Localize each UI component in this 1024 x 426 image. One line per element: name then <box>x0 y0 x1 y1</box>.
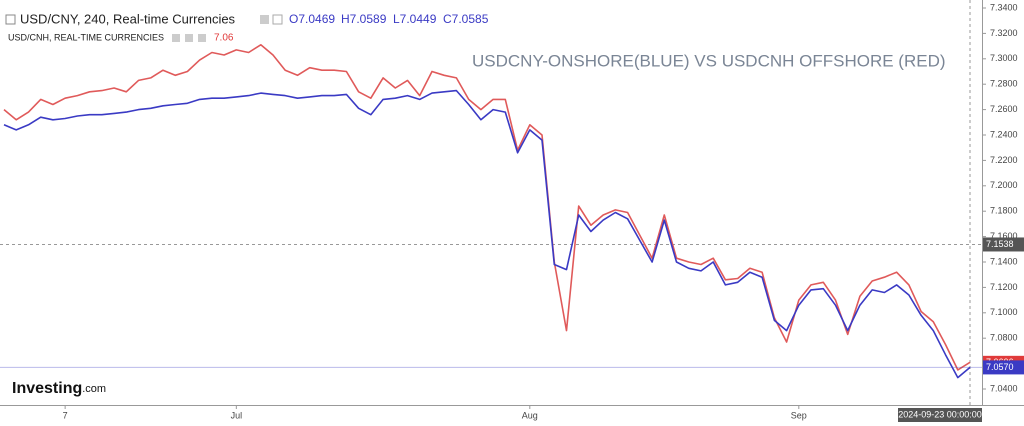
main-symbol: USD/CNY, 240, Real-time Currencies <box>20 11 236 26</box>
x-tick-label: Jul <box>231 410 243 420</box>
annotation: USDCNY-ONSHORE(BLUE) VS USDCNH OFFSHORE … <box>472 51 946 70</box>
price-tag-label: 7.0570 <box>986 362 1014 372</box>
ohlc-high: H7.0589 <box>341 12 387 26</box>
compare-value: 7.06 <box>214 33 234 44</box>
icon[interactable] <box>172 34 180 42</box>
y-tick-label: 7.1400 <box>990 256 1018 266</box>
logo: Investing.com <box>12 380 106 397</box>
y-tick-label: 7.2600 <box>990 104 1018 114</box>
series-line <box>3 44 971 371</box>
crosshair-tag-label: 7.1538 <box>986 239 1014 249</box>
icon[interactable] <box>260 15 269 24</box>
icon[interactable] <box>272 14 283 25</box>
compare-symbol: USD/CNH, REAL-TIME CURRENCIES <box>8 32 164 42</box>
header-icons[interactable] <box>260 14 283 25</box>
ohlc-low: L7.0449 <box>393 12 437 26</box>
icon[interactable] <box>198 34 206 42</box>
series-line <box>3 89 971 379</box>
y-tick-label: 7.3400 <box>990 2 1018 12</box>
y-tick-label: 7.0400 <box>990 383 1018 393</box>
x-tick-label: Sep <box>791 410 807 420</box>
y-tick-label: 7.2200 <box>990 155 1018 165</box>
y-tick-label: 7.0800 <box>990 333 1018 343</box>
y-tick-label: 7.1800 <box>990 206 1018 216</box>
ohlc-close: C7.0585 <box>443 12 489 26</box>
y-tick-label: 7.2000 <box>990 180 1018 190</box>
y-tick-label: 7.1000 <box>990 307 1018 317</box>
x-tick-label: 7 <box>63 410 68 420</box>
y-tick-label: 7.1200 <box>990 282 1018 292</box>
crosshair-x-tag <box>898 408 982 422</box>
logo-text: Investing <box>12 380 82 397</box>
logo-suffix: .com <box>82 383 106 395</box>
collapse-icon[interactable] <box>5 14 16 25</box>
y-tick-label: 7.2800 <box>990 79 1018 89</box>
icon[interactable] <box>185 34 193 42</box>
y-tick-label: 7.3200 <box>990 28 1018 38</box>
ohlc-open: O7.0469 <box>289 12 335 26</box>
crosshair-x-label: 2024-09-23 00:00:00 <box>898 409 982 419</box>
crosshair-tag <box>983 237 1024 252</box>
y-tick-label: 7.3000 <box>990 53 1018 63</box>
y-tick-label: 7.2400 <box>990 129 1018 139</box>
price-tag <box>983 360 1024 375</box>
x-tick-label: Aug <box>522 410 538 420</box>
compare-icons[interactable] <box>172 34 206 42</box>
y-tick-label: 7.1600 <box>990 231 1018 241</box>
